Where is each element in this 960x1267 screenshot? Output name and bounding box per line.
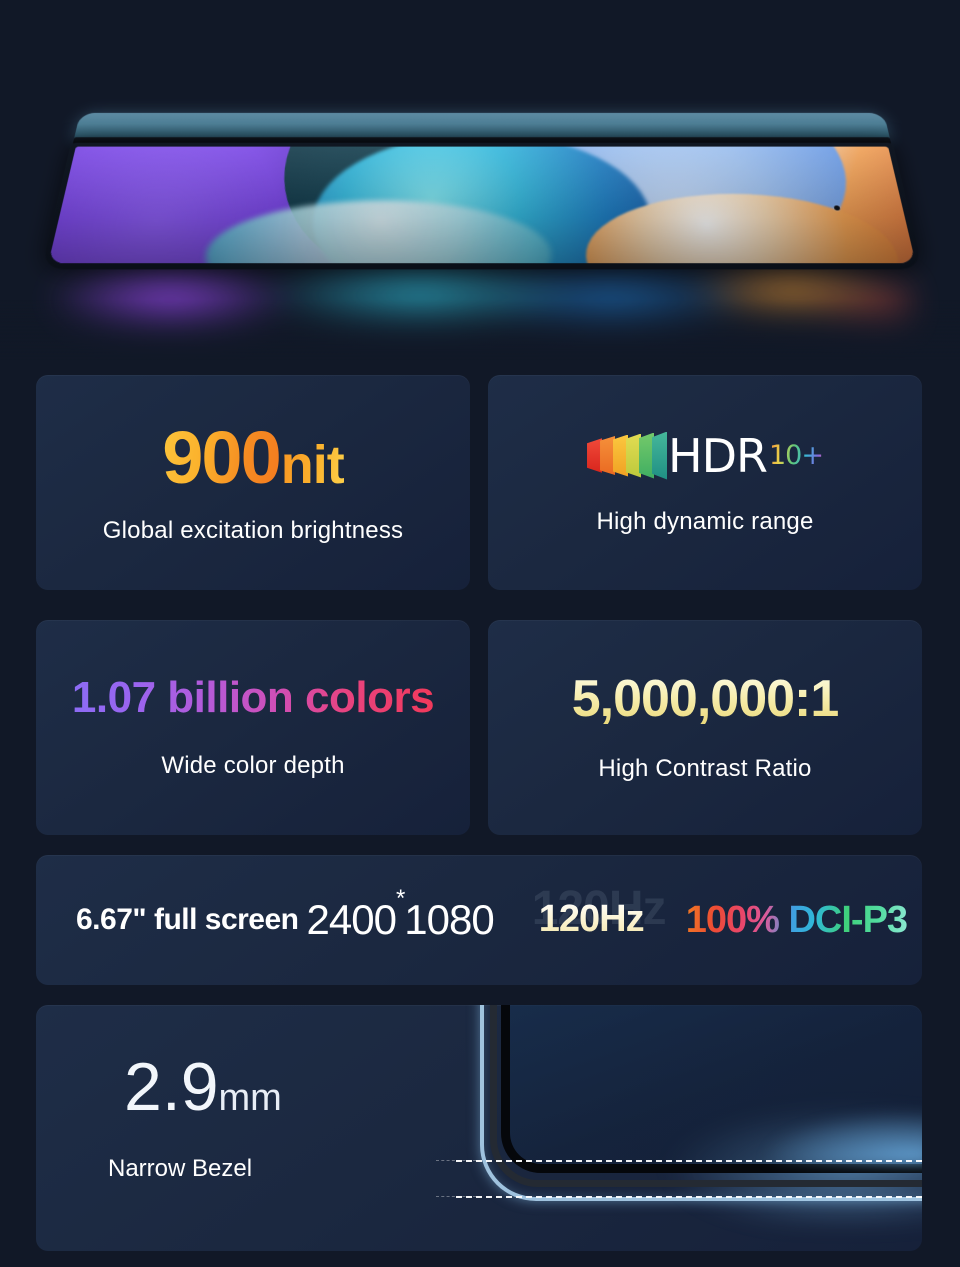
feature-card-narrow-bezel[interactable]: 2.9mm Narrow Bezel (36, 1005, 922, 1251)
feature-card-specs-bar[interactable]: 6.67" full screen 2400*1080 120Hz 120Hz … (36, 855, 922, 985)
screen-sheen (48, 146, 916, 264)
phone-device-image (32, 112, 932, 273)
phone-hero-section (0, 0, 960, 360)
front-camera-icon (833, 205, 841, 211)
hdr-blade-orange (600, 436, 616, 475)
bezel-measure-line-bottom (456, 1196, 922, 1198)
brightness-unit: nit (280, 434, 345, 495)
bezel-unit: mm (218, 1077, 282, 1119)
hdr-caption: High dynamic range (596, 507, 814, 535)
spec-screen-size: 6.67" full screen (76, 903, 299, 936)
feature-card-color-depth[interactable]: 1.07 billion colors Wide color depth (36, 620, 470, 835)
spec-resolution-width: 2400 (306, 896, 397, 943)
bezel-screen-glow (512, 1005, 922, 1165)
hdr10plus-logo: HDR 10+ (587, 428, 824, 483)
spec-refresh-rate-ghost: 120Hz (532, 885, 667, 933)
bezel-measure-line-top (456, 1160, 922, 1162)
contrast-value: 5,000,000:1 (571, 669, 840, 728)
bezel-frame (490, 1005, 922, 1187)
hdr-logo-text: HDR (668, 428, 768, 483)
phone-corner-closeup-image (402, 1005, 922, 1251)
phone-top-edge (73, 112, 891, 141)
spec-refresh-rate: 120Hz (538, 898, 645, 940)
spec-resolution: 2400*1080 (306, 885, 495, 944)
hdr-blade-lime (626, 433, 642, 478)
phone-screen (48, 146, 916, 264)
feature-card-brightness[interactable]: 900 nit Global excitation brightness (36, 375, 470, 590)
bezel-caption: Narrow Bezel (108, 1155, 253, 1182)
brightness-value: 900 (162, 415, 281, 499)
color-depth-caption: Wide color depth (161, 751, 345, 779)
spec-refresh-rate-group: 120Hz 120Hz (532, 885, 667, 946)
hdr-blade-green (639, 432, 655, 479)
phone-body (40, 142, 924, 270)
hdr-blade-yellow (613, 434, 629, 477)
bezel-metal-edge (480, 1005, 922, 1201)
brightness-caption: Global excitation brightness (102, 516, 404, 544)
color-depth-value: 1.07 billion colors (71, 672, 435, 722)
hdr-blade-red (587, 438, 603, 473)
hdr-logo-suffix: 10+ (769, 440, 824, 471)
spec-color-gamut: 100% DCI-P3 (685, 898, 908, 941)
spec-resolution-height: 1080 (404, 896, 494, 943)
feature-card-contrast[interactable]: 5,000,000:1 High Contrast Ratio (488, 620, 922, 835)
contrast-caption: High Contrast Ratio (598, 754, 812, 782)
bezel-value: 2.9 (124, 1049, 219, 1125)
hdr-blade-teal (652, 431, 668, 480)
hdr-blades-icon (587, 431, 668, 480)
feature-card-hdr[interactable]: HDR 10+ High dynamic range (488, 375, 922, 590)
hero-bottom-fade (0, 300, 960, 360)
spec-resolution-separator: * (395, 884, 405, 912)
bezel-value-row: 2.9mm (124, 1053, 282, 1121)
brightness-value-row: 900 nit (162, 415, 345, 499)
